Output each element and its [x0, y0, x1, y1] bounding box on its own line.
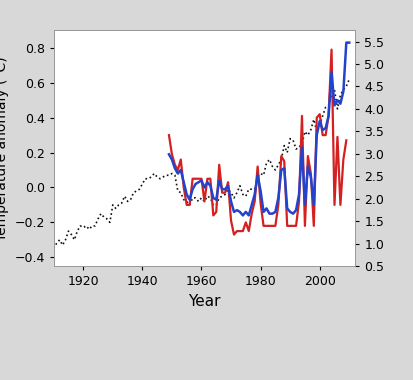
- Y-axis label: Temperature anomaly (°C): Temperature anomaly (°C): [0, 56, 9, 241]
- X-axis label: Year: Year: [188, 294, 221, 309]
